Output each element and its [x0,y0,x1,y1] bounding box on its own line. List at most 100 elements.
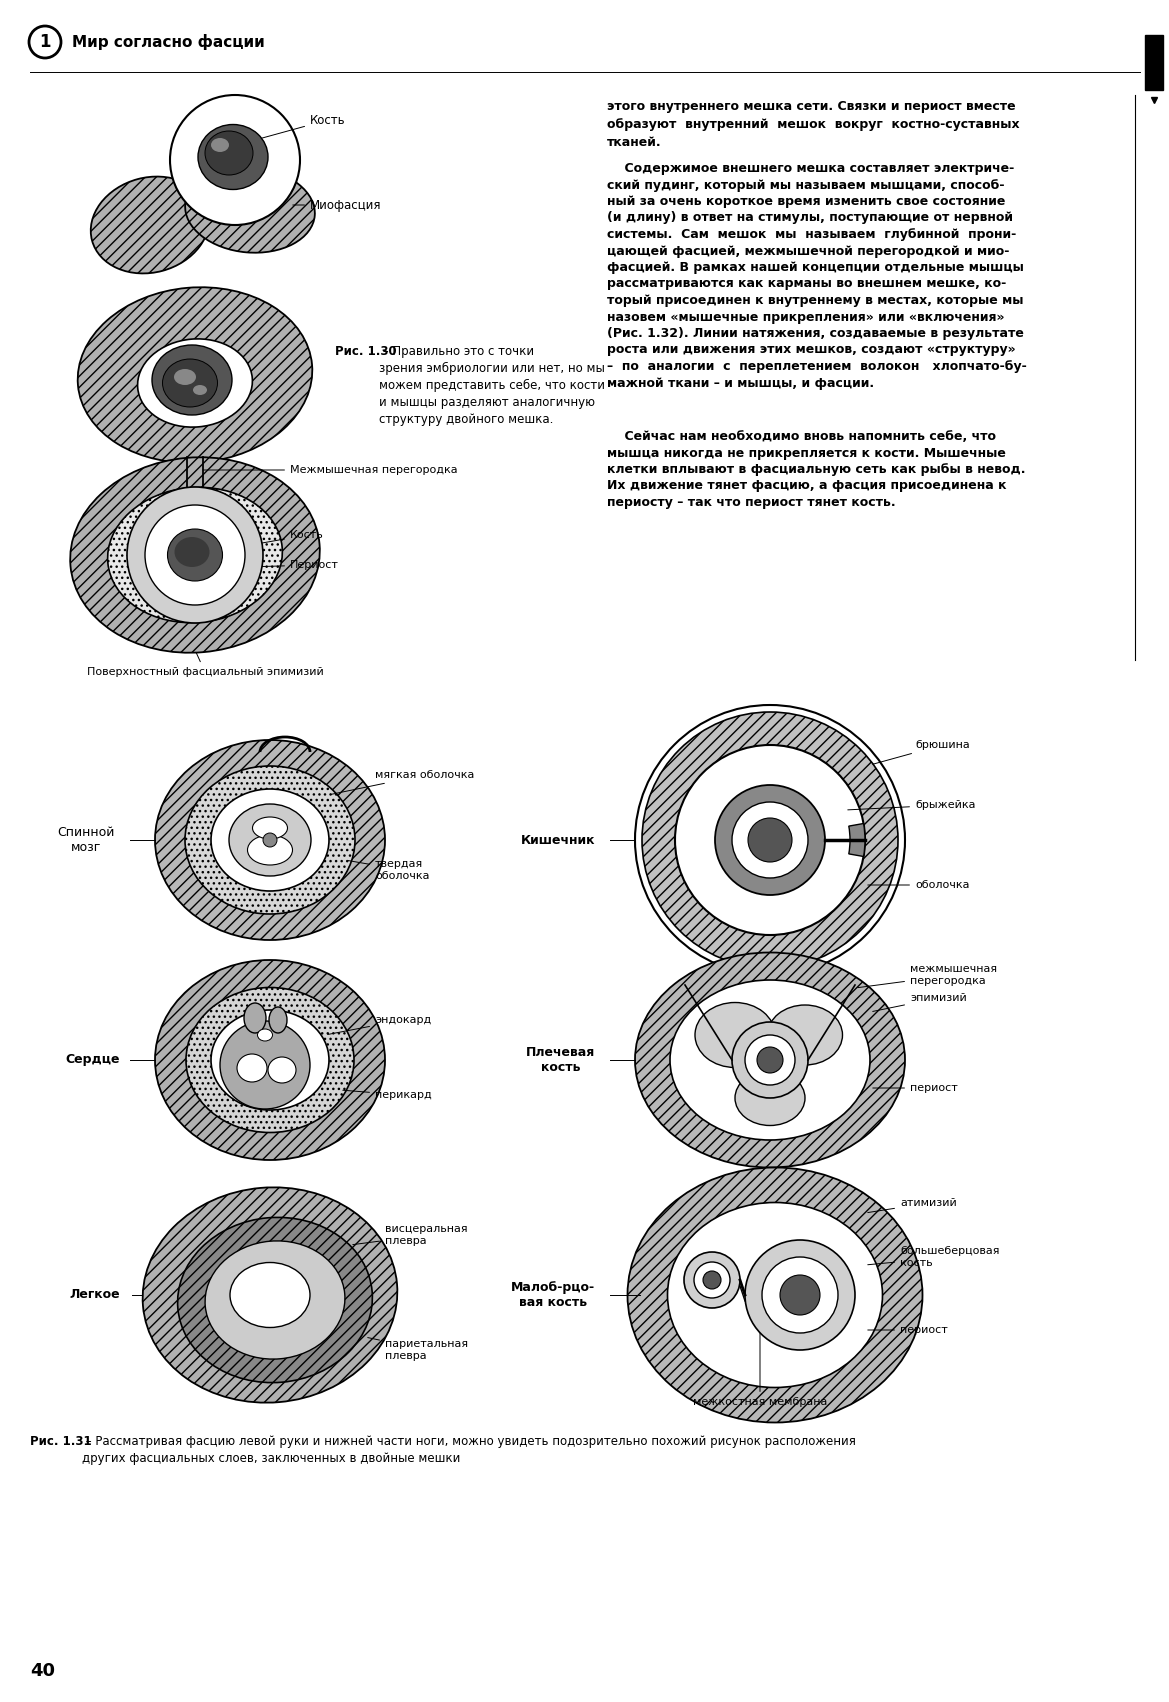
Ellipse shape [635,953,905,1168]
Text: межмышечная
перегородка: межмышечная перегородка [858,965,997,987]
Ellipse shape [253,817,288,839]
Ellipse shape [77,288,312,463]
Text: Спинной
мозг: Спинной мозг [57,825,115,854]
Text: Мир согласно фасции: Мир согласно фасции [72,34,264,49]
Ellipse shape [167,529,222,580]
Ellipse shape [193,385,207,395]
Ellipse shape [667,1203,883,1387]
Ellipse shape [268,1057,296,1082]
Ellipse shape [696,1002,775,1067]
Text: перикард: перикард [343,1089,431,1099]
Text: Плечевая
кость: Плечевая кость [526,1047,595,1074]
Circle shape [675,745,865,934]
Ellipse shape [162,359,217,407]
Text: – Правильно это с точки
зрения эмбриологии или нет, но мы
можем представить себе: – Правильно это с точки зрения эмбриолог… [379,346,606,426]
Text: атимизий: атимизий [867,1198,956,1212]
Circle shape [694,1261,729,1299]
Bar [1144,36,1163,90]
Text: эндокард: эндокард [327,1014,431,1035]
Text: периост: периост [873,1082,957,1093]
Circle shape [715,785,825,895]
Circle shape [732,802,808,878]
Text: Сейчас нам необходимо вновь напомнить себе, что
мышца никогда не прикрепляется к: Сейчас нам необходимо вновь напомнить се… [607,431,1025,509]
Circle shape [748,819,793,861]
Text: висцеральная
плевра: висцеральная плевра [353,1224,468,1246]
Text: брыжейка: брыжейка [848,800,975,810]
Ellipse shape [174,369,196,385]
Ellipse shape [768,1004,843,1065]
Ellipse shape [174,538,209,567]
Text: Кишечник: Кишечник [520,834,595,846]
Text: Кость: Кость [226,529,324,550]
Text: Периост: Периост [248,560,339,570]
Text: Легкое: Легкое [69,1288,120,1302]
Ellipse shape [244,1002,267,1033]
Circle shape [703,1271,721,1288]
Ellipse shape [155,740,385,940]
Text: Межмышечная перегородка: Межмышечная перегородка [202,465,457,475]
Ellipse shape [670,980,870,1140]
Wedge shape [849,824,865,856]
Text: – Рассматривая фасцию левой руки и нижней части ноги, можно увидеть подозрительн: – Рассматривая фасцию левой руки и нижне… [82,1435,856,1465]
Ellipse shape [230,1263,310,1328]
Circle shape [684,1253,740,1309]
Circle shape [263,832,277,848]
Text: Содержимое внешнего мешка составляет электриче-
ский пудинг, который мы называем: Содержимое внешнего мешка составляет эле… [607,162,1026,390]
Text: образуют  внутренний  мешок  вокруг  костно-суставных: образуют внутренний мешок вокруг костно-… [607,117,1019,131]
Text: 1: 1 [40,32,50,51]
Ellipse shape [178,1217,373,1382]
Text: Рис. 1.31: Рис. 1.31 [30,1435,91,1448]
Ellipse shape [91,177,209,274]
Text: Кость: Кость [257,114,346,140]
Text: межкостная мембрана: межкостная мембрана [693,1326,828,1408]
Circle shape [745,1035,795,1084]
Ellipse shape [108,487,283,623]
Circle shape [732,1021,808,1098]
Ellipse shape [205,1241,345,1360]
Text: 40: 40 [30,1661,55,1680]
Text: париетальная
плевра: париетальная плевра [368,1338,468,1362]
Circle shape [762,1258,838,1333]
Ellipse shape [735,1071,805,1125]
Circle shape [145,505,245,604]
Text: тканей.: тканей. [607,136,662,150]
Text: твердая
оболочка: твердая оболочка [347,860,429,882]
Ellipse shape [237,1054,267,1082]
Text: мягкая оболочка: мягкая оболочка [331,769,475,795]
Circle shape [127,487,263,623]
Ellipse shape [210,790,328,892]
Ellipse shape [257,1030,272,1042]
Circle shape [642,711,898,968]
Ellipse shape [143,1188,397,1402]
Ellipse shape [138,339,253,427]
Text: Рис. 1.30: Рис. 1.30 [336,346,396,357]
Circle shape [635,705,905,975]
Text: этого внутреннего мешка сети. Связки и периост вместе: этого внутреннего мешка сети. Связки и п… [607,100,1016,112]
Text: Миофасция: Миофасция [292,199,381,211]
Text: оболочка: оболочка [867,880,969,890]
Ellipse shape [229,803,311,877]
Ellipse shape [152,346,231,415]
Ellipse shape [155,960,385,1161]
Ellipse shape [269,1008,288,1033]
Ellipse shape [210,1009,328,1110]
Ellipse shape [220,1021,310,1110]
Ellipse shape [205,131,253,175]
Circle shape [745,1241,855,1350]
Ellipse shape [198,124,268,189]
Ellipse shape [185,167,314,252]
Ellipse shape [185,766,355,914]
Ellipse shape [210,138,229,151]
Circle shape [780,1275,819,1316]
Ellipse shape [628,1168,922,1423]
Circle shape [758,1047,783,1072]
Ellipse shape [70,458,320,654]
Text: Малоб-рцо-
вая кость: Малоб-рцо- вая кость [511,1282,595,1309]
Text: Сердце: Сердце [65,1054,120,1067]
Text: Поверхностный фасциальный эпимизий: Поверхностный фасциальный эпимизий [87,652,324,677]
Text: большеберцовая
кость: большеберцовая кость [867,1246,999,1268]
Circle shape [170,95,300,225]
Text: периост: периост [867,1324,948,1334]
Text: брюшина: брюшина [873,740,970,764]
Text: эпимизий: эпимизий [873,992,967,1011]
